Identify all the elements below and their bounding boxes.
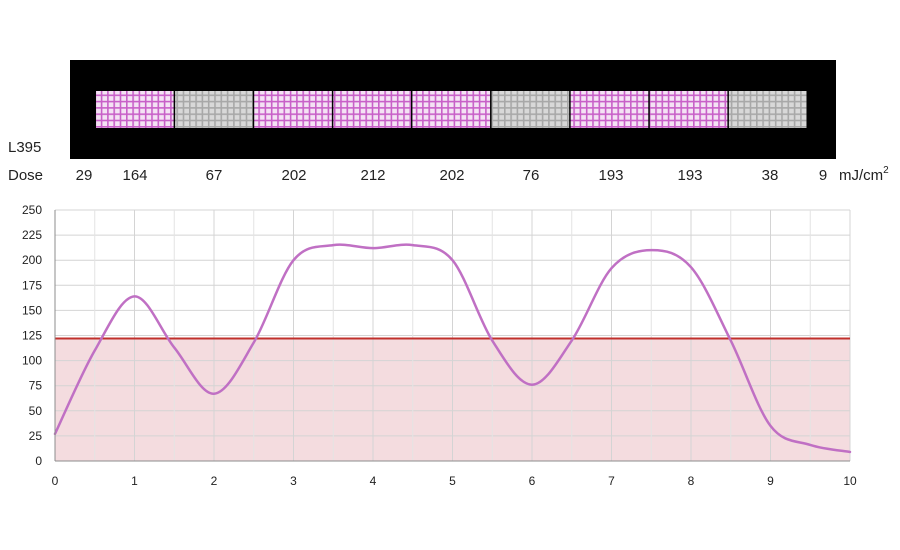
x-tick-label: 7 <box>608 474 615 488</box>
strip-cell-exposed <box>96 91 174 128</box>
strip-cell-unexposed <box>728 91 807 128</box>
x-tick-label: 1 <box>131 474 138 488</box>
dose-value: 29 <box>76 167 93 184</box>
y-tick-label: 25 <box>29 429 43 443</box>
dose-value: 76 <box>523 167 540 184</box>
y-axis-ticks: 0 25 50 75 100 125 150 175 200 225 250 <box>22 203 42 468</box>
strip-cell-unexposed <box>175 91 253 128</box>
x-tick-label: 2 <box>211 474 218 488</box>
strip-cell-exposed <box>570 91 649 128</box>
chart-grid <box>54 209 851 462</box>
dose-value: 212 <box>360 167 385 184</box>
dose-value: 164 <box>122 167 147 184</box>
dose-values: 29 164 67 202 212 202 76 193 193 38 9 <box>76 167 828 184</box>
dose-chart: 0 1 2 3 4 5 6 7 8 9 10 0 25 50 75 100 125 150 175 200 225 25… <box>22 203 857 488</box>
dose-value: 202 <box>439 167 464 184</box>
x-tick-label: 8 <box>688 474 695 488</box>
dose-value: 9 <box>819 167 827 184</box>
x-tick-label: 4 <box>370 474 377 488</box>
y-tick-label: 150 <box>22 303 42 317</box>
dose-value: 202 <box>281 167 306 184</box>
dose-value: 193 <box>677 167 702 184</box>
y-tick-label: 225 <box>22 228 42 242</box>
strip-cell-exposed <box>412 91 491 128</box>
strip-cell-exposed <box>649 91 728 128</box>
y-tick-label: 100 <box>22 354 42 368</box>
y-tick-label: 0 <box>35 454 42 468</box>
x-tick-label: 6 <box>529 474 536 488</box>
x-tick-label: 10 <box>843 474 857 488</box>
lamp-label: L395 <box>8 139 41 156</box>
exposure-strip <box>70 60 836 159</box>
x-tick-label: 9 <box>767 474 774 488</box>
y-tick-label: 175 <box>22 278 42 292</box>
y-tick-label: 75 <box>29 379 43 393</box>
strip-cell-exposed <box>333 91 411 128</box>
dose-label: Dose <box>8 167 43 184</box>
dose-value: 67 <box>206 167 223 184</box>
x-tick-label: 0 <box>52 474 59 488</box>
x-tick-label: 3 <box>290 474 297 488</box>
y-tick-label: 200 <box>22 253 42 267</box>
strip-cell-exposed <box>254 91 332 128</box>
series-line <box>53 243 852 454</box>
dose-value: 193 <box>598 167 623 184</box>
dose-value: 38 <box>762 167 779 184</box>
x-tick-label: 5 <box>449 474 456 488</box>
dose-unit: mJ/cm2 <box>839 165 889 184</box>
strip-cell-unexposed <box>491 91 570 128</box>
y-tick-label: 250 <box>22 203 42 217</box>
y-tick-label: 125 <box>22 329 42 343</box>
y-tick-label: 50 <box>29 404 43 418</box>
x-axis-ticks: 0 1 2 3 4 5 6 7 8 9 10 <box>52 474 857 488</box>
